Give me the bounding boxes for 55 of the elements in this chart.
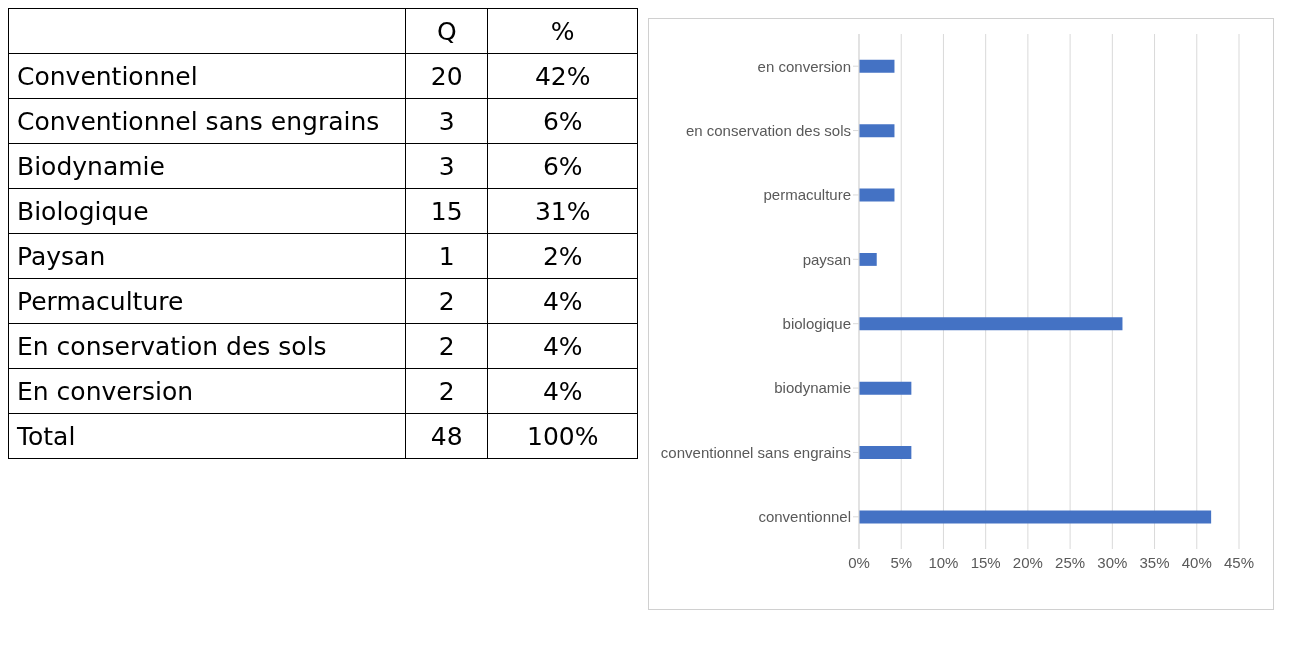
bar bbox=[859, 510, 1212, 524]
x-tick-label: 35% bbox=[1139, 553, 1170, 571]
y-tick-label: paysan bbox=[802, 250, 851, 268]
category-label: Biologique bbox=[8, 188, 406, 234]
category-label: Conventionnel bbox=[8, 53, 406, 99]
x-tick-label: 10% bbox=[928, 553, 959, 571]
data-label: 2% bbox=[487, 233, 638, 279]
data-label: 15 bbox=[405, 188, 488, 234]
data-label: 6% bbox=[487, 143, 638, 189]
x-tick-label: 0% bbox=[848, 553, 870, 571]
data-label: 42% bbox=[487, 53, 638, 99]
y-tick-label: conventionnel bbox=[758, 508, 851, 526]
x-tick-label: 20% bbox=[1012, 553, 1043, 571]
category-label: Permaculture bbox=[8, 278, 406, 324]
data-label: 100% bbox=[487, 413, 638, 459]
data-label: 20 bbox=[405, 53, 488, 99]
data-label: 3 bbox=[405, 98, 488, 144]
text: % bbox=[487, 8, 638, 54]
bar bbox=[859, 317, 1123, 331]
y-tick-label: permaculture bbox=[763, 186, 851, 204]
category-label: En conservation des sols bbox=[8, 323, 406, 369]
bar bbox=[859, 252, 877, 266]
category-label: Total bbox=[8, 413, 406, 459]
data-label: 4% bbox=[487, 278, 638, 324]
text: Q bbox=[405, 8, 488, 54]
category-label: En conversion bbox=[8, 368, 406, 414]
x-tick-label: 30% bbox=[1097, 553, 1128, 571]
data-label: 31% bbox=[487, 188, 638, 234]
x-tick-label: 25% bbox=[1055, 553, 1086, 571]
data-label: 2 bbox=[405, 278, 488, 324]
bar bbox=[859, 188, 895, 202]
x-tick-label: 40% bbox=[1181, 553, 1212, 571]
bar bbox=[859, 59, 895, 73]
x-tick-label: 5% bbox=[890, 553, 913, 571]
y-tick-label: biodynamie bbox=[774, 379, 851, 397]
bar bbox=[859, 124, 895, 138]
data-label: 6% bbox=[487, 98, 638, 144]
x-tick-label: 45% bbox=[1223, 553, 1255, 571]
category-label: Conventionnel sans engrains bbox=[8, 98, 406, 144]
data-label: 48 bbox=[405, 413, 488, 459]
x-tick-label: 15% bbox=[970, 553, 1001, 571]
data-label: 1 bbox=[405, 233, 488, 279]
data-label: 4% bbox=[487, 368, 638, 414]
y-tick-label: conventionnel sans engrains bbox=[660, 443, 851, 461]
bar bbox=[859, 446, 912, 459]
y-tick-label: biologique bbox=[782, 315, 851, 333]
category-label: Paysan bbox=[8, 233, 406, 279]
data-label: 2 bbox=[405, 323, 488, 369]
data-label: 2 bbox=[405, 368, 488, 414]
bar bbox=[859, 381, 912, 395]
y-tick-label: en conservation des sols bbox=[685, 121, 851, 139]
data-label: 4% bbox=[487, 323, 638, 369]
y-tick-label: en conversion bbox=[757, 57, 851, 75]
category-label: Biodynamie bbox=[8, 143, 406, 189]
data-label: 3 bbox=[405, 143, 488, 189]
